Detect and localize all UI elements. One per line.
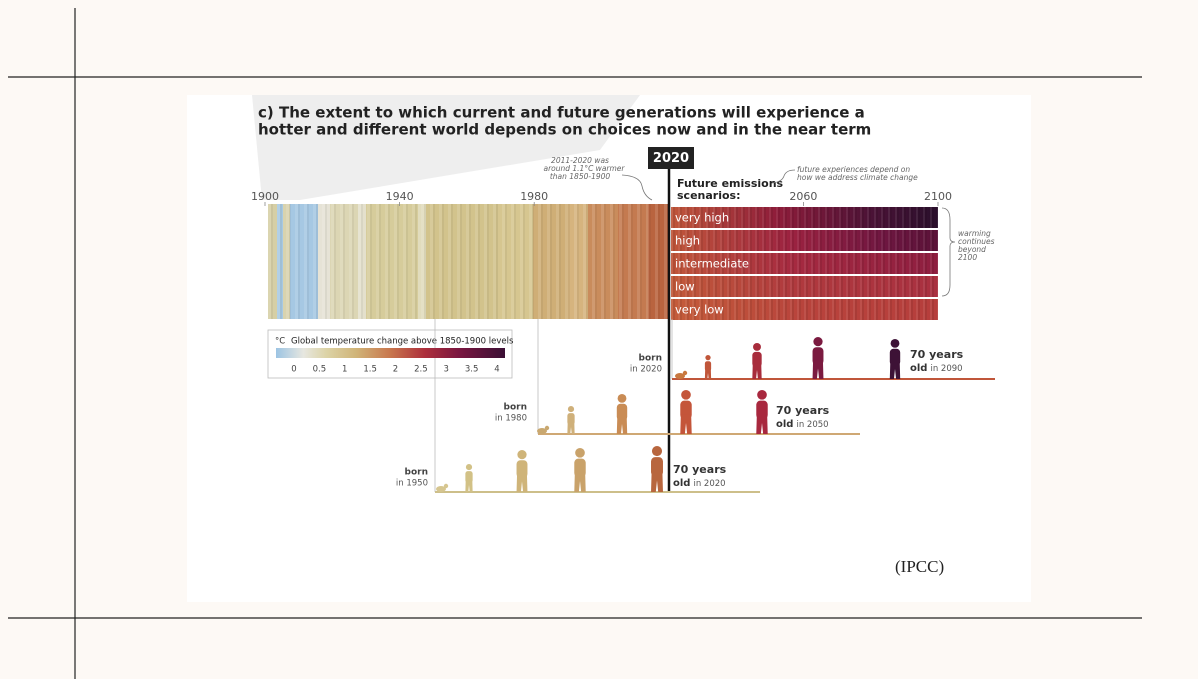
person-legs — [704, 368, 712, 379]
scenarios-heading: Future emissions — [677, 177, 784, 190]
year-label: 1980 — [520, 190, 548, 203]
note: beyond — [958, 245, 986, 254]
legend-colorbar — [276, 348, 505, 358]
note: around 1.1°C warmer — [543, 164, 625, 173]
title-backdrop — [252, 95, 640, 200]
title: hotter and different world depends on ch… — [258, 121, 871, 139]
callout — [621, 174, 653, 201]
age-old: old — [776, 419, 793, 430]
title: c) The extent to which current and futur… — [258, 104, 865, 122]
person-legs — [574, 472, 586, 492]
note: how we address climate change — [797, 173, 918, 182]
legend-tick-label: 0 — [291, 365, 296, 375]
year-marker-box — [648, 147, 694, 169]
person-legs — [616, 416, 628, 434]
year-label: 1940 — [386, 190, 414, 203]
person-head — [617, 394, 627, 403]
year-label: 2060 — [789, 190, 817, 203]
scenario-stripes — [671, 207, 938, 228]
born-year: in 1980 — [495, 414, 527, 424]
person-legs — [567, 421, 575, 434]
scenario-label: high — [675, 234, 700, 248]
dog — [436, 486, 446, 492]
legend-tick-label: 3.5 — [465, 365, 479, 375]
legend-tick-label: 1.5 — [363, 365, 377, 375]
note: warming — [958, 229, 991, 238]
scenario-stripes — [671, 276, 938, 297]
legend-title: Global temperature change above 1850-190… — [291, 337, 514, 347]
person-legs — [889, 361, 901, 379]
scenario-stripes — [671, 230, 938, 251]
source: (IPCC) — [895, 557, 944, 576]
person-head — [890, 339, 900, 348]
person-head — [813, 337, 823, 347]
age-old: old — [673, 478, 690, 489]
legend-tick-label: 0.5 — [313, 365, 327, 375]
scenario-label: intermediate — [675, 257, 749, 271]
age-label: 70 years — [673, 463, 727, 476]
born-year: in 2020 — [630, 365, 662, 375]
person-head — [705, 355, 711, 361]
age-when: old in 2050 — [776, 419, 829, 430]
person-head — [681, 390, 691, 400]
age-year: in 2090 — [930, 364, 962, 374]
age-year: in 2050 — [796, 420, 828, 430]
age-when: old in 2020 — [673, 478, 726, 489]
legend-tick-label: 2.5 — [414, 365, 428, 375]
scenario-label: low — [675, 280, 695, 294]
person-legs — [651, 471, 663, 492]
note: 2100 — [958, 253, 977, 262]
year-marker: 2020 — [653, 151, 689, 166]
person-legs — [812, 360, 824, 379]
legend-tick-label: 1 — [342, 365, 347, 375]
age-label: 70 years — [776, 404, 830, 417]
person-legs — [756, 414, 768, 434]
note: 2011-2020 was — [551, 156, 609, 165]
person-head — [753, 343, 761, 351]
dog-head — [544, 425, 550, 431]
born-label: born — [504, 403, 527, 413]
note: than 1850-1900 — [550, 172, 611, 181]
legend-tick-label: 2 — [393, 365, 398, 375]
born-label: born — [639, 354, 662, 364]
scenario-stripes — [671, 253, 938, 274]
dog-head — [443, 483, 449, 489]
person-head — [465, 464, 473, 471]
scenarios-heading: scenarios: — [677, 189, 740, 202]
dog — [675, 373, 685, 379]
legend-tick-label: 3 — [444, 365, 449, 375]
age-when: old in 2090 — [910, 363, 963, 374]
note: continues — [958, 237, 995, 246]
year-label: 1900 — [251, 190, 279, 203]
person-legs — [752, 362, 762, 379]
year-label: 2100 — [924, 190, 952, 203]
legend-unit: °C — [275, 337, 285, 347]
dog — [537, 428, 547, 434]
scenario-stripes — [671, 299, 938, 320]
person-head — [575, 448, 585, 458]
age-label: 70 years — [910, 348, 964, 361]
note: future experiences depend on — [797, 165, 910, 174]
callout — [771, 169, 796, 184]
person-legs — [465, 479, 473, 492]
legend-tick-label: 4 — [494, 365, 499, 375]
person-legs — [680, 414, 692, 434]
born-label: born — [405, 468, 428, 478]
scenario-label: very high — [675, 211, 729, 225]
person-head — [651, 446, 663, 457]
historic-warming-stripes — [268, 204, 669, 319]
age-old: old — [910, 363, 927, 374]
person-head — [567, 406, 575, 413]
dog-head — [682, 370, 688, 376]
person-head — [517, 450, 527, 460]
scenario-label: very low — [675, 303, 724, 317]
age-year: in 2020 — [693, 479, 725, 489]
person-legs — [516, 473, 528, 492]
born-year: in 1950 — [396, 479, 428, 489]
person-head — [757, 390, 767, 400]
bracket — [941, 207, 956, 297]
